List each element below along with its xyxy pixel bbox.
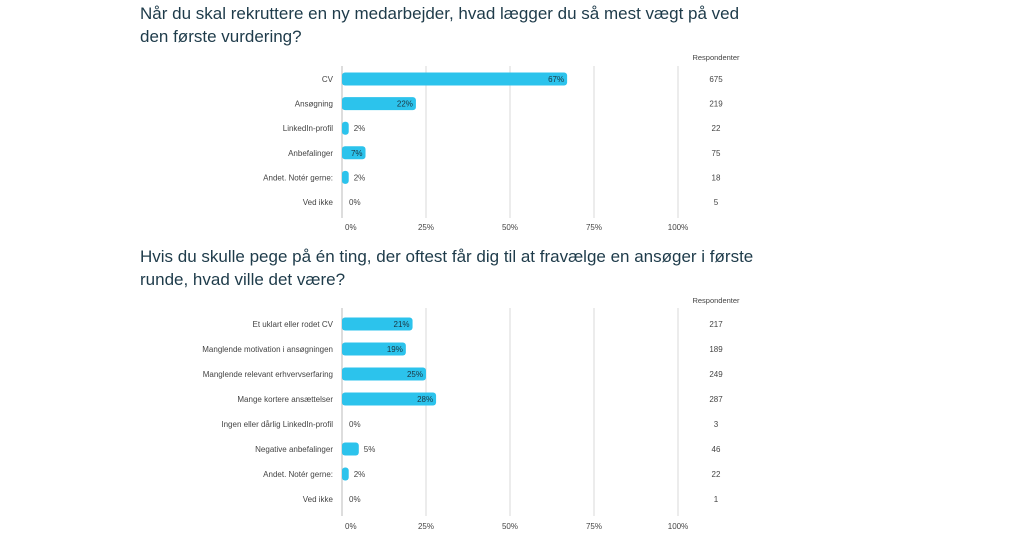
- category-label: Ingen eller dårlig LinkedIn-profil: [221, 420, 333, 429]
- category-label: Manglende motivation i ansøgningen: [202, 345, 333, 354]
- respondent-count: 5: [714, 198, 719, 207]
- category-label: Andet. Notér gerne:: [263, 173, 333, 182]
- x-tick-label: 25%: [418, 223, 434, 232]
- respondent-count: 1: [714, 495, 719, 504]
- category-label: CV: [322, 75, 334, 84]
- value-label: 28%: [417, 395, 433, 404]
- bar: [342, 121, 349, 135]
- respondent-count: 18: [712, 173, 721, 182]
- x-tick-label: 50%: [502, 223, 518, 232]
- x-tick-label: 75%: [586, 522, 602, 531]
- category-label: Et uklart eller rodet CV: [253, 320, 334, 329]
- chart-1-title: Når du skal rekruttere en ny medarbejder…: [140, 4, 740, 46]
- bar: [342, 467, 349, 481]
- bar: [342, 170, 349, 184]
- count-header: Respondenter: [692, 53, 740, 62]
- value-label: 0%: [349, 495, 361, 504]
- x-tick-label: 75%: [586, 223, 602, 232]
- value-label: 19%: [387, 345, 403, 354]
- respondent-count: 287: [709, 395, 723, 404]
- respondent-count: 219: [709, 100, 723, 109]
- value-label: 7%: [351, 149, 363, 158]
- bar: [342, 367, 426, 381]
- bar: [342, 317, 413, 331]
- respondent-count: 3: [714, 420, 719, 429]
- category-label: Ansøgning: [295, 100, 333, 109]
- value-label: 67%: [548, 75, 564, 84]
- bar: [342, 392, 437, 406]
- value-label: 22%: [397, 100, 413, 109]
- respondent-count: 189: [709, 345, 723, 354]
- respondent-count: 75: [712, 149, 721, 158]
- x-tick-label: 50%: [502, 522, 518, 531]
- chart-2-title: Hvis du skulle pege på én ting, der ofte…: [140, 247, 754, 289]
- category-label: Anbefalinger: [288, 149, 333, 158]
- bar: [342, 146, 366, 160]
- category-label: Andet. Notér gerne:: [263, 470, 333, 479]
- respondent-count: 249: [709, 370, 723, 379]
- value-label: 5%: [364, 445, 376, 454]
- bar: [342, 72, 568, 86]
- category-label: Ved ikke: [303, 198, 334, 207]
- respondent-count: 46: [712, 445, 721, 454]
- value-label: 2%: [354, 470, 366, 479]
- bar: [342, 442, 359, 456]
- value-label: 2%: [354, 124, 366, 133]
- respondent-count: 22: [712, 470, 721, 479]
- respondent-count: 675: [709, 75, 723, 84]
- bar: [342, 97, 416, 111]
- x-tick-label: 0%: [345, 223, 357, 232]
- value-label: 21%: [394, 320, 410, 329]
- x-tick-label: 0%: [345, 522, 357, 531]
- count-header: Respondenter: [692, 296, 740, 305]
- category-label: Manglende relevant erhvervserfaring: [203, 370, 333, 379]
- bar: [342, 342, 406, 356]
- value-label: 0%: [349, 420, 361, 429]
- x-tick-label: 100%: [668, 522, 688, 531]
- x-tick-label: 25%: [418, 522, 434, 531]
- x-tick-label: 100%: [668, 223, 688, 232]
- category-label: LinkedIn-profil: [283, 124, 333, 133]
- respondent-count: 217: [709, 320, 723, 329]
- category-label: Ved ikke: [303, 495, 334, 504]
- value-label: 0%: [349, 198, 361, 207]
- value-label: 2%: [354, 173, 366, 182]
- category-label: Negative anbefalinger: [255, 445, 333, 454]
- category-label: Mange kortere ansættelser: [237, 395, 333, 404]
- value-label: 25%: [407, 370, 423, 379]
- respondent-count: 22: [712, 124, 721, 133]
